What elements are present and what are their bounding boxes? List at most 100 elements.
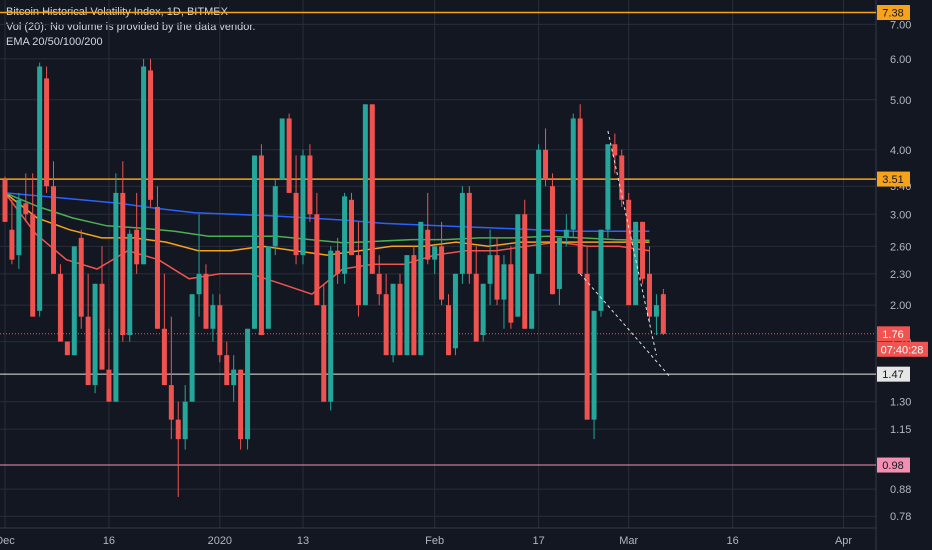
- candle-body: [106, 369, 112, 402]
- candle-body: [57, 273, 63, 342]
- price-tag: [877, 366, 910, 382]
- candle-body: [30, 214, 36, 317]
- candle-body: [161, 328, 167, 386]
- candle-body: [134, 229, 140, 265]
- candle-body: [536, 149, 542, 274]
- candle-body: [404, 255, 410, 356]
- candle-body: [293, 192, 299, 256]
- candle-body: [529, 273, 535, 329]
- x-tick-label: Apr: [835, 535, 852, 547]
- x-tick-label: 16: [727, 535, 739, 547]
- candle-body: [432, 246, 438, 260]
- candle-body: [120, 192, 126, 336]
- candle-body: [92, 283, 98, 386]
- price-tag: [877, 171, 910, 187]
- candle-body: [78, 237, 84, 317]
- ema-line: [4, 192, 650, 256]
- y-tick-label: 1.30: [890, 397, 911, 409]
- candle-body: [626, 199, 632, 306]
- candle-body: [203, 273, 209, 329]
- last-price-label: 1.76: [882, 329, 903, 341]
- ema-line: [4, 192, 650, 296]
- candle-body: [51, 186, 57, 274]
- candle-body: [570, 118, 576, 230]
- candle-body: [251, 155, 257, 329]
- candle-body: [411, 255, 417, 356]
- candle-body: [210, 305, 216, 329]
- candle-body: [16, 199, 22, 256]
- candle-body: [141, 66, 147, 265]
- y-tick-label: 3.00: [890, 209, 911, 221]
- candle-body: [148, 70, 154, 200]
- x-tick-label: 16: [103, 535, 115, 547]
- candle-body: [314, 214, 320, 306]
- candle-body: [473, 273, 479, 342]
- y-tick-label: 6.00: [890, 54, 911, 66]
- candle-body: [480, 283, 486, 336]
- candle-body: [349, 199, 354, 256]
- candle-body: [515, 214, 521, 317]
- candle-body: [9, 229, 15, 260]
- y-tick-label: 0.78: [890, 511, 911, 523]
- candle-body: [439, 246, 445, 300]
- y-tick-label: 1.15: [890, 424, 911, 436]
- candle-body: [64, 341, 70, 356]
- candle-body: [224, 355, 230, 386]
- candle-body: [362, 104, 368, 306]
- candle-body: [653, 305, 659, 317]
- candle-body: [612, 144, 618, 156]
- candle-body: [543, 149, 549, 180]
- candle-body: [418, 221, 424, 356]
- y-tick-label: 2.60: [890, 241, 911, 253]
- y-tick-label: 0.88: [890, 484, 911, 496]
- candle-body: [501, 264, 507, 300]
- candle-body: [175, 419, 181, 440]
- y-tick-label: 2.30: [890, 269, 911, 281]
- candle-body: [307, 155, 313, 215]
- price-tag: [877, 457, 910, 473]
- candle-body: [660, 294, 666, 334]
- candle-body: [390, 283, 396, 356]
- candle-body: [584, 273, 590, 420]
- candle-body: [231, 369, 237, 386]
- candle-body: [487, 255, 493, 284]
- candle-body: [549, 186, 555, 295]
- candle-body: [272, 186, 278, 247]
- candle-body: [196, 273, 202, 295]
- y-tick-label: 7.00: [890, 19, 911, 31]
- candle-body: [376, 273, 382, 295]
- candle-body: [85, 316, 91, 386]
- candle-body: [369, 104, 375, 274]
- trendline: [607, 130, 657, 356]
- legend-ema[interactable]: EMA 20/50/100/200: [6, 36, 103, 48]
- candle-body: [342, 196, 348, 274]
- candle-body: [646, 273, 652, 317]
- candle-body: [605, 144, 611, 230]
- candle-body: [99, 283, 105, 370]
- candle-body: [563, 229, 569, 238]
- candle-body: [328, 250, 334, 402]
- candle-body: [494, 255, 500, 300]
- candle-body: [556, 237, 562, 289]
- candle-body: [168, 385, 174, 420]
- candle-body: [245, 328, 251, 440]
- candle-body: [300, 155, 306, 256]
- price-tag: [877, 5, 910, 21]
- x-tick-label: Feb: [425, 535, 444, 547]
- candle-body: [265, 246, 271, 329]
- y-tick-label: 4.00: [890, 145, 911, 157]
- candle-body: [355, 255, 361, 306]
- candle-body: [279, 118, 285, 180]
- candle-body: [286, 118, 292, 193]
- y-tick-label: 2.00: [890, 300, 911, 312]
- x-tick-label: 13: [297, 535, 309, 547]
- ema-line: [4, 192, 650, 244]
- x-tick-label: 17: [532, 535, 544, 547]
- candle-body: [452, 273, 458, 349]
- countdown-label: 07:40:28: [881, 344, 924, 356]
- price-tag-label: 1.47: [882, 369, 903, 381]
- candle-body: [425, 229, 431, 260]
- price-tag-label: 3.51: [882, 174, 903, 186]
- candle-body: [321, 305, 327, 402]
